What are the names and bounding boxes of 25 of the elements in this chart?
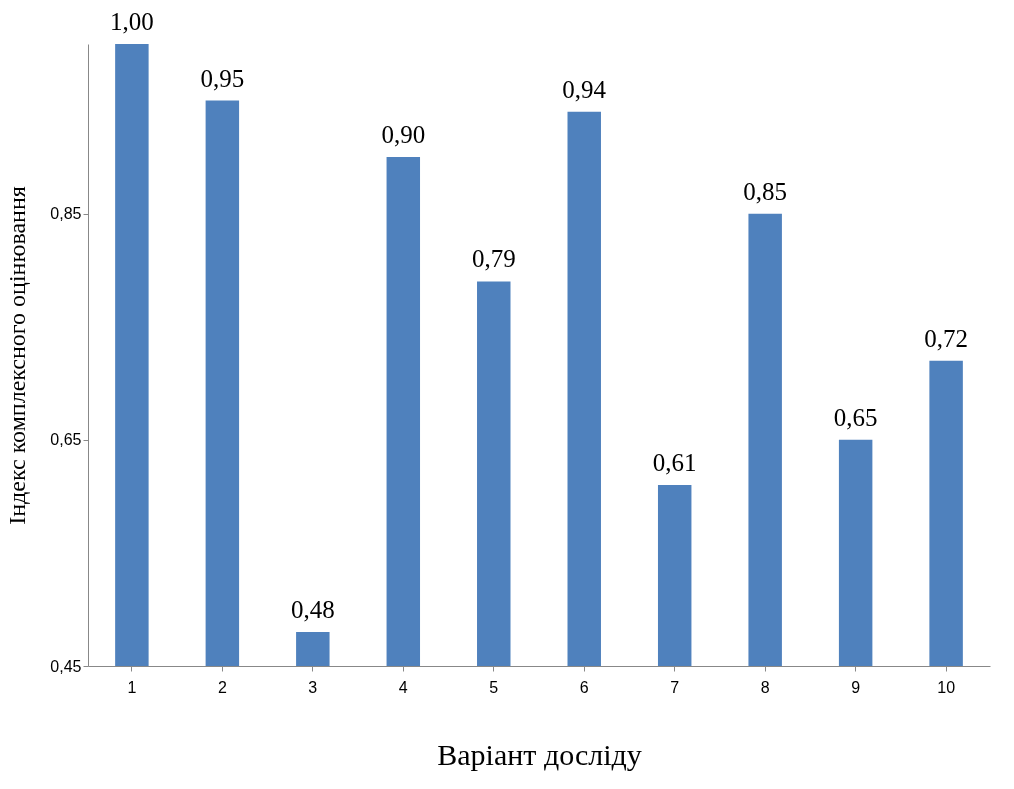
- x-tick-label: 3: [308, 678, 318, 696]
- data-label: 0,85: [743, 177, 788, 205]
- x-tick-label: 2: [217, 678, 227, 696]
- data-label: 1,00: [110, 8, 154, 35]
- data-label: 0,61: [652, 449, 697, 477]
- x-tick-label: 10: [937, 678, 956, 696]
- data-label: 0,72: [924, 324, 968, 352]
- x-tick-label: 9: [851, 678, 861, 696]
- y-tick-label: 0,85: [50, 205, 82, 223]
- data-label: 0,95: [200, 64, 245, 92]
- x-tick-label: 5: [489, 678, 499, 696]
- y-axis-title: Індекс комплексного оцінювання: [4, 186, 31, 525]
- data-label: 0,94: [562, 75, 607, 103]
- data-label: 0,79: [471, 245, 516, 273]
- data-label: 0,90: [381, 121, 426, 149]
- x-tick-label: 1: [127, 678, 137, 696]
- x-tick-label: 7: [670, 678, 680, 696]
- x-axis-title: Варіант досліду: [437, 737, 642, 771]
- y-tick-label: 0,45: [50, 657, 82, 675]
- data-label: 0,65: [833, 403, 878, 431]
- x-tick-label: 6: [579, 678, 589, 696]
- x-tick-label: 8: [760, 678, 770, 696]
- x-tick-label: 4: [398, 678, 408, 696]
- y-tick-label: 0,65: [50, 431, 82, 449]
- data-label: 0,48: [290, 596, 335, 624]
